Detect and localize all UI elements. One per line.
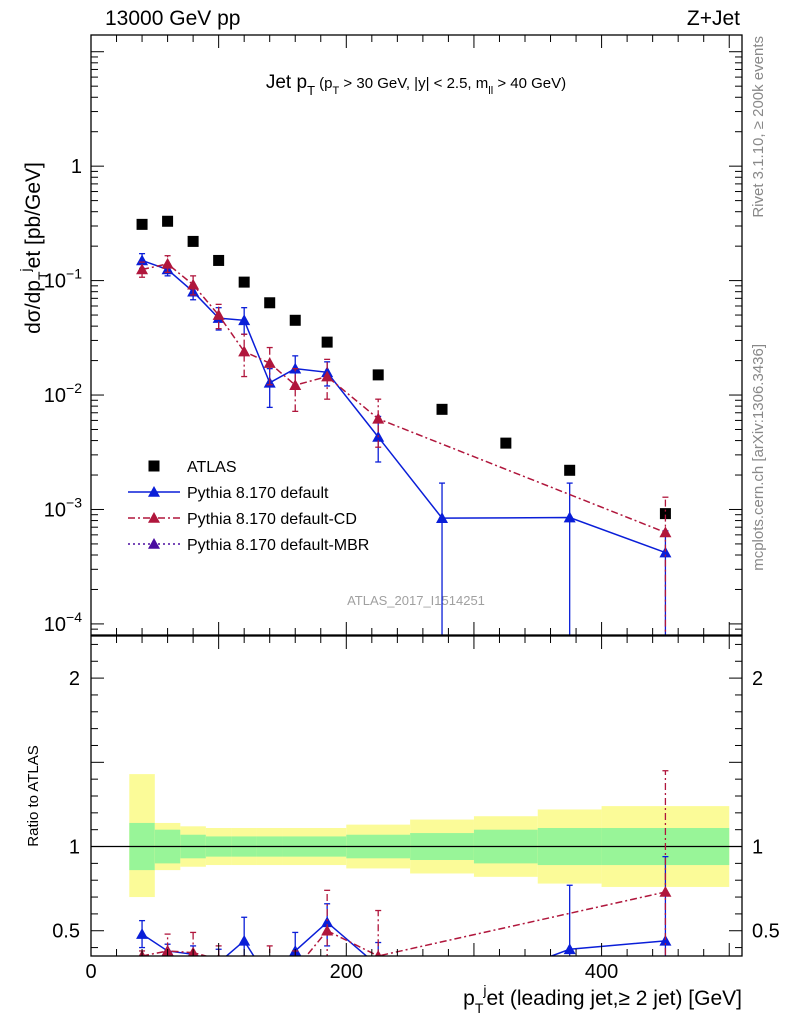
ratio-point — [213, 957, 225, 968]
axes: 1 10−1 10−2 10−3 10−4 0 200 400 0.5 0.5 1 1 2 2 — [44, 34, 780, 983]
main-y-axis-label: dσ/dpTjet [pb/GeV] — [17, 162, 51, 334]
legend-label: ATLAS — [187, 459, 237, 476]
data-point-triangle — [238, 314, 251, 326]
data-point-atlas — [162, 215, 174, 227]
y-tick-label: 10−4 — [44, 609, 82, 636]
legend-label: Pythia 8.170 default — [187, 485, 329, 502]
data-point-triangle — [238, 345, 251, 357]
data-point-atlas — [136, 218, 148, 230]
ratio-y-tick-label-right: 0.5 — [752, 921, 780, 943]
data-point-triangle — [436, 512, 449, 523]
ratio-point — [374, 950, 382, 956]
ratio-point — [238, 967, 250, 978]
x-tick-label: 200 — [330, 961, 363, 983]
y-tick-label: 10−1 — [44, 266, 82, 293]
ratio-frame — [90, 635, 743, 957]
ratio-point — [264, 975, 276, 986]
ratio-y-tick-label: 2 — [69, 668, 80, 690]
ratio-point — [321, 916, 334, 928]
ratio-point — [321, 924, 334, 936]
ratio-point — [289, 963, 301, 974]
data-point-atlas — [238, 276, 250, 288]
data-point-atlas — [500, 437, 512, 449]
data-point-triangle — [659, 546, 672, 558]
data-point-triangle — [187, 278, 200, 290]
ratio-point — [659, 934, 672, 946]
data-point-atlas — [436, 403, 448, 415]
data-point-triangle — [263, 357, 276, 368]
legend-marker-triangle — [148, 538, 160, 549]
ratio-point — [372, 960, 384, 971]
legend-label: Pythia 8.170 default-MBR — [187, 537, 369, 554]
main-frame — [90, 34, 743, 636]
data-point-triangle — [659, 526, 672, 538]
plot-title: Jet pT (pT > 30 GeV, |y| < 2.5, mll > 40… — [266, 72, 566, 98]
ratio-point — [238, 934, 251, 946]
data-point-atlas — [264, 297, 276, 309]
ratio-y-tick-label-right: 1 — [752, 837, 763, 859]
legend-marker-atlas — [148, 460, 160, 472]
ratio-y-axis-label: Ratio to ATLAS — [25, 745, 42, 846]
data-point-triangle — [372, 412, 385, 424]
data-point-atlas — [289, 314, 301, 326]
data-point-triangle — [161, 257, 174, 269]
x-tick-label: 0 — [85, 961, 96, 983]
main-panel-series — [136, 215, 672, 635]
data-point-atlas — [187, 235, 199, 247]
x-axis-label: pTjet (leading jet,≥ 2 jet) [GeV] — [463, 982, 742, 1016]
rivet-label: Rivet 3.1.10, ≥ 200k events — [750, 36, 767, 218]
x-tick-label: 400 — [585, 961, 618, 983]
data-point-triangle — [136, 263, 149, 275]
legend: ATLAS Pythia 8.170 default Pythia 8.170 de… — [128, 459, 369, 554]
y-tick-label: 1 — [71, 156, 82, 178]
energy-label: 13000 GeV pp — [105, 7, 240, 30]
ratio-y-tick-label: 1 — [69, 837, 80, 859]
ratio-point — [563, 943, 576, 955]
legend-marker-triangle — [148, 486, 160, 497]
ratio-point — [436, 990, 448, 1001]
data-point-atlas — [564, 464, 576, 476]
legend-label: Pythia 8.170 default-CD — [187, 511, 357, 528]
ratio-point — [136, 928, 149, 939]
data-point-atlas — [321, 336, 333, 348]
process-label: Z+Jet — [687, 7, 740, 30]
analysis-id: ATLAS_2017_I1514251 — [347, 593, 485, 608]
ratio-point — [659, 886, 672, 897]
mcplots-label: mcplots.cern.ch [arXiv:1306.3436] — [750, 344, 767, 571]
data-point-atlas — [659, 508, 671, 520]
data-point-triangle — [289, 379, 302, 390]
ratio-point — [264, 958, 276, 969]
y-tick-label: 10−3 — [44, 494, 82, 521]
data-point-triangle — [563, 511, 576, 523]
series-line-2 — [141, 263, 666, 534]
data-point-atlas — [372, 369, 384, 381]
ratio-y-tick-label: 0.5 — [52, 921, 80, 943]
data-point-triangle — [321, 370, 334, 382]
data-point-triangle — [212, 309, 225, 320]
y-tick-label: 10−2 — [44, 380, 82, 407]
legend-marker-triangle — [148, 512, 160, 523]
ratio-y-tick-label-right: 2 — [752, 668, 763, 690]
ratio-uncertainty-bands — [91, 774, 742, 898]
data-point-atlas — [213, 254, 225, 266]
ratio-line-0 — [141, 921, 666, 956]
